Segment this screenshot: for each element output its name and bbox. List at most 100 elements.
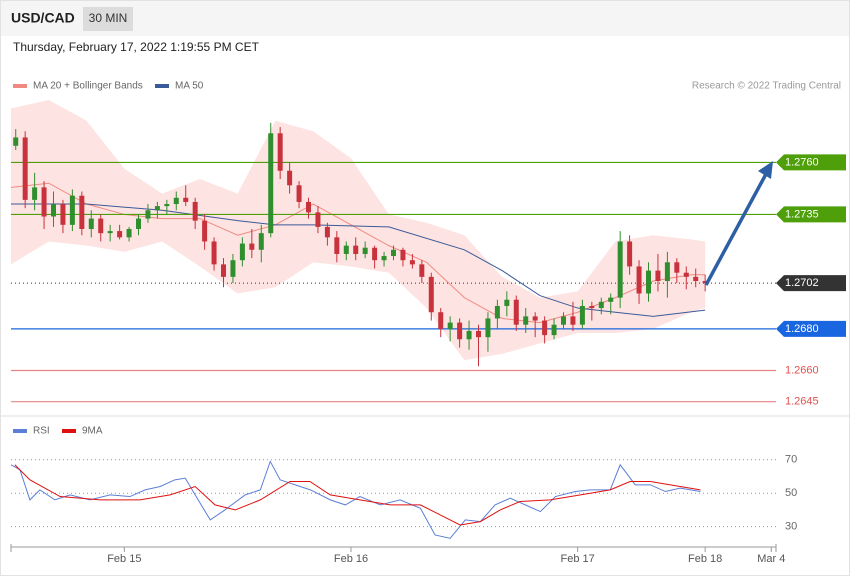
candle-body: [523, 316, 529, 325]
candle-body: [400, 249, 406, 261]
candle-body: [617, 241, 623, 298]
candle-body: [485, 318, 491, 338]
level-label: 1.2645: [785, 396, 819, 408]
legend-swatch: [155, 84, 169, 88]
candle-body: [655, 270, 661, 282]
candle-body: [173, 197, 179, 205]
timeframe[interactable]: 30 MIN: [89, 11, 128, 25]
candle-body: [513, 299, 519, 325]
candle-body: [258, 233, 264, 250]
candle-body: [627, 241, 633, 267]
candle-body: [589, 305, 595, 309]
legend-label: MA 50: [175, 81, 204, 92]
x-tick-label: Feb 16: [334, 553, 368, 565]
candle-body: [98, 218, 104, 234]
legend-label: 9MA: [82, 426, 103, 437]
candle-body: [324, 226, 330, 238]
candle-body: [428, 276, 434, 313]
rsi-panel: 30 50 70 Feb 15 Feb 16 Feb 17 Feb 18 Mar 4 RSI 9M…: [10, 426, 797, 565]
y-tick-label: 30: [785, 521, 797, 533]
candle-body: [202, 220, 208, 242]
candle-body: [249, 243, 255, 250]
series-line: [10, 460, 701, 539]
candle-body: [334, 237, 340, 254]
candle-body: [532, 316, 538, 321]
level-label: 1.2680: [785, 323, 819, 335]
candle-body: [466, 330, 472, 340]
level-label: 1.2702: [785, 277, 819, 289]
x-tick-label: Mar 4: [757, 553, 785, 565]
timeframe-box[interactable]: [83, 7, 133, 31]
level-tag: [776, 320, 846, 337]
candle-body: [183, 197, 189, 202]
candle-body: [579, 305, 585, 325]
candle-body: [674, 262, 680, 273]
candle-body: [693, 276, 699, 282]
candle-body: [343, 245, 349, 254]
candle-body: [287, 170, 293, 186]
legend-swatch: [13, 429, 27, 433]
candle-body: [551, 324, 557, 336]
timestamp: Thursday, February 17, 2022 1:19:55 PM C…: [13, 40, 260, 54]
candle-body: [230, 260, 236, 277]
candle-body: [391, 249, 396, 257]
candle-body: [664, 262, 670, 282]
level-tag: [776, 154, 846, 171]
candle-body: [438, 312, 444, 329]
candle-body: [598, 301, 604, 309]
y-tick-label: 50: [785, 487, 797, 499]
candle-body: [362, 247, 368, 254]
candle-body: [69, 195, 75, 225]
candle-body: [60, 204, 66, 225]
legend-swatch: [13, 84, 27, 88]
candle-body: [561, 316, 566, 325]
candle-body: [608, 297, 614, 302]
candle-body: [570, 316, 576, 325]
candle-body: [88, 218, 94, 229]
candle-body: [504, 299, 510, 306]
candle-body: [277, 133, 283, 171]
candle-body: [315, 212, 321, 227]
legend-swatch: [62, 429, 76, 433]
candle-body: [164, 204, 170, 207]
series-line: [14, 464, 701, 526]
candle-body: [476, 330, 481, 338]
level-label: 1.2660: [785, 364, 819, 376]
candle-body: [372, 247, 378, 261]
candle-body: [211, 241, 217, 265]
level-label: 1.2760: [785, 156, 819, 168]
legend-label: MA 20 + Bollinger Bands: [33, 81, 143, 92]
forecast-arrow-head: [758, 161, 773, 179]
ma50-line: [11, 203, 706, 317]
legend-label: RSI: [33, 426, 50, 437]
candle-body: [145, 210, 151, 219]
price-panel: MA 20 + Bollinger Bands MA 50 1.2760 1.2735…: [10, 81, 846, 408]
candle-body: [419, 264, 425, 277]
candle-body: [457, 322, 463, 340]
candle-body: [409, 260, 415, 265]
candle-body: [542, 320, 548, 336]
candle-body: [683, 272, 689, 277]
candle-body: [306, 201, 311, 213]
x-tick-label: Feb 17: [561, 553, 595, 565]
candle-body: [239, 243, 245, 261]
level-label: 1.2735: [785, 208, 819, 220]
level-tag: [776, 275, 846, 292]
candle-body: [221, 264, 226, 277]
candle-body: [447, 322, 453, 329]
candle-body: [494, 305, 500, 319]
header-bar: [0, 0, 850, 36]
candle-body: [381, 256, 387, 261]
credit: Research © 2022 Trading Central: [692, 81, 841, 92]
candle-body: [79, 195, 85, 229]
candle-body: [32, 187, 38, 200]
candle-body: [107, 231, 113, 234]
level-tag: [776, 206, 846, 223]
candle-body: [22, 137, 28, 200]
bollinger-band: [11, 100, 706, 361]
y-tick-label: 70: [785, 454, 797, 466]
candle-body: [136, 218, 141, 229]
candle-body: [296, 185, 302, 202]
candle-body: [51, 204, 56, 217]
candle-body: [126, 228, 132, 238]
